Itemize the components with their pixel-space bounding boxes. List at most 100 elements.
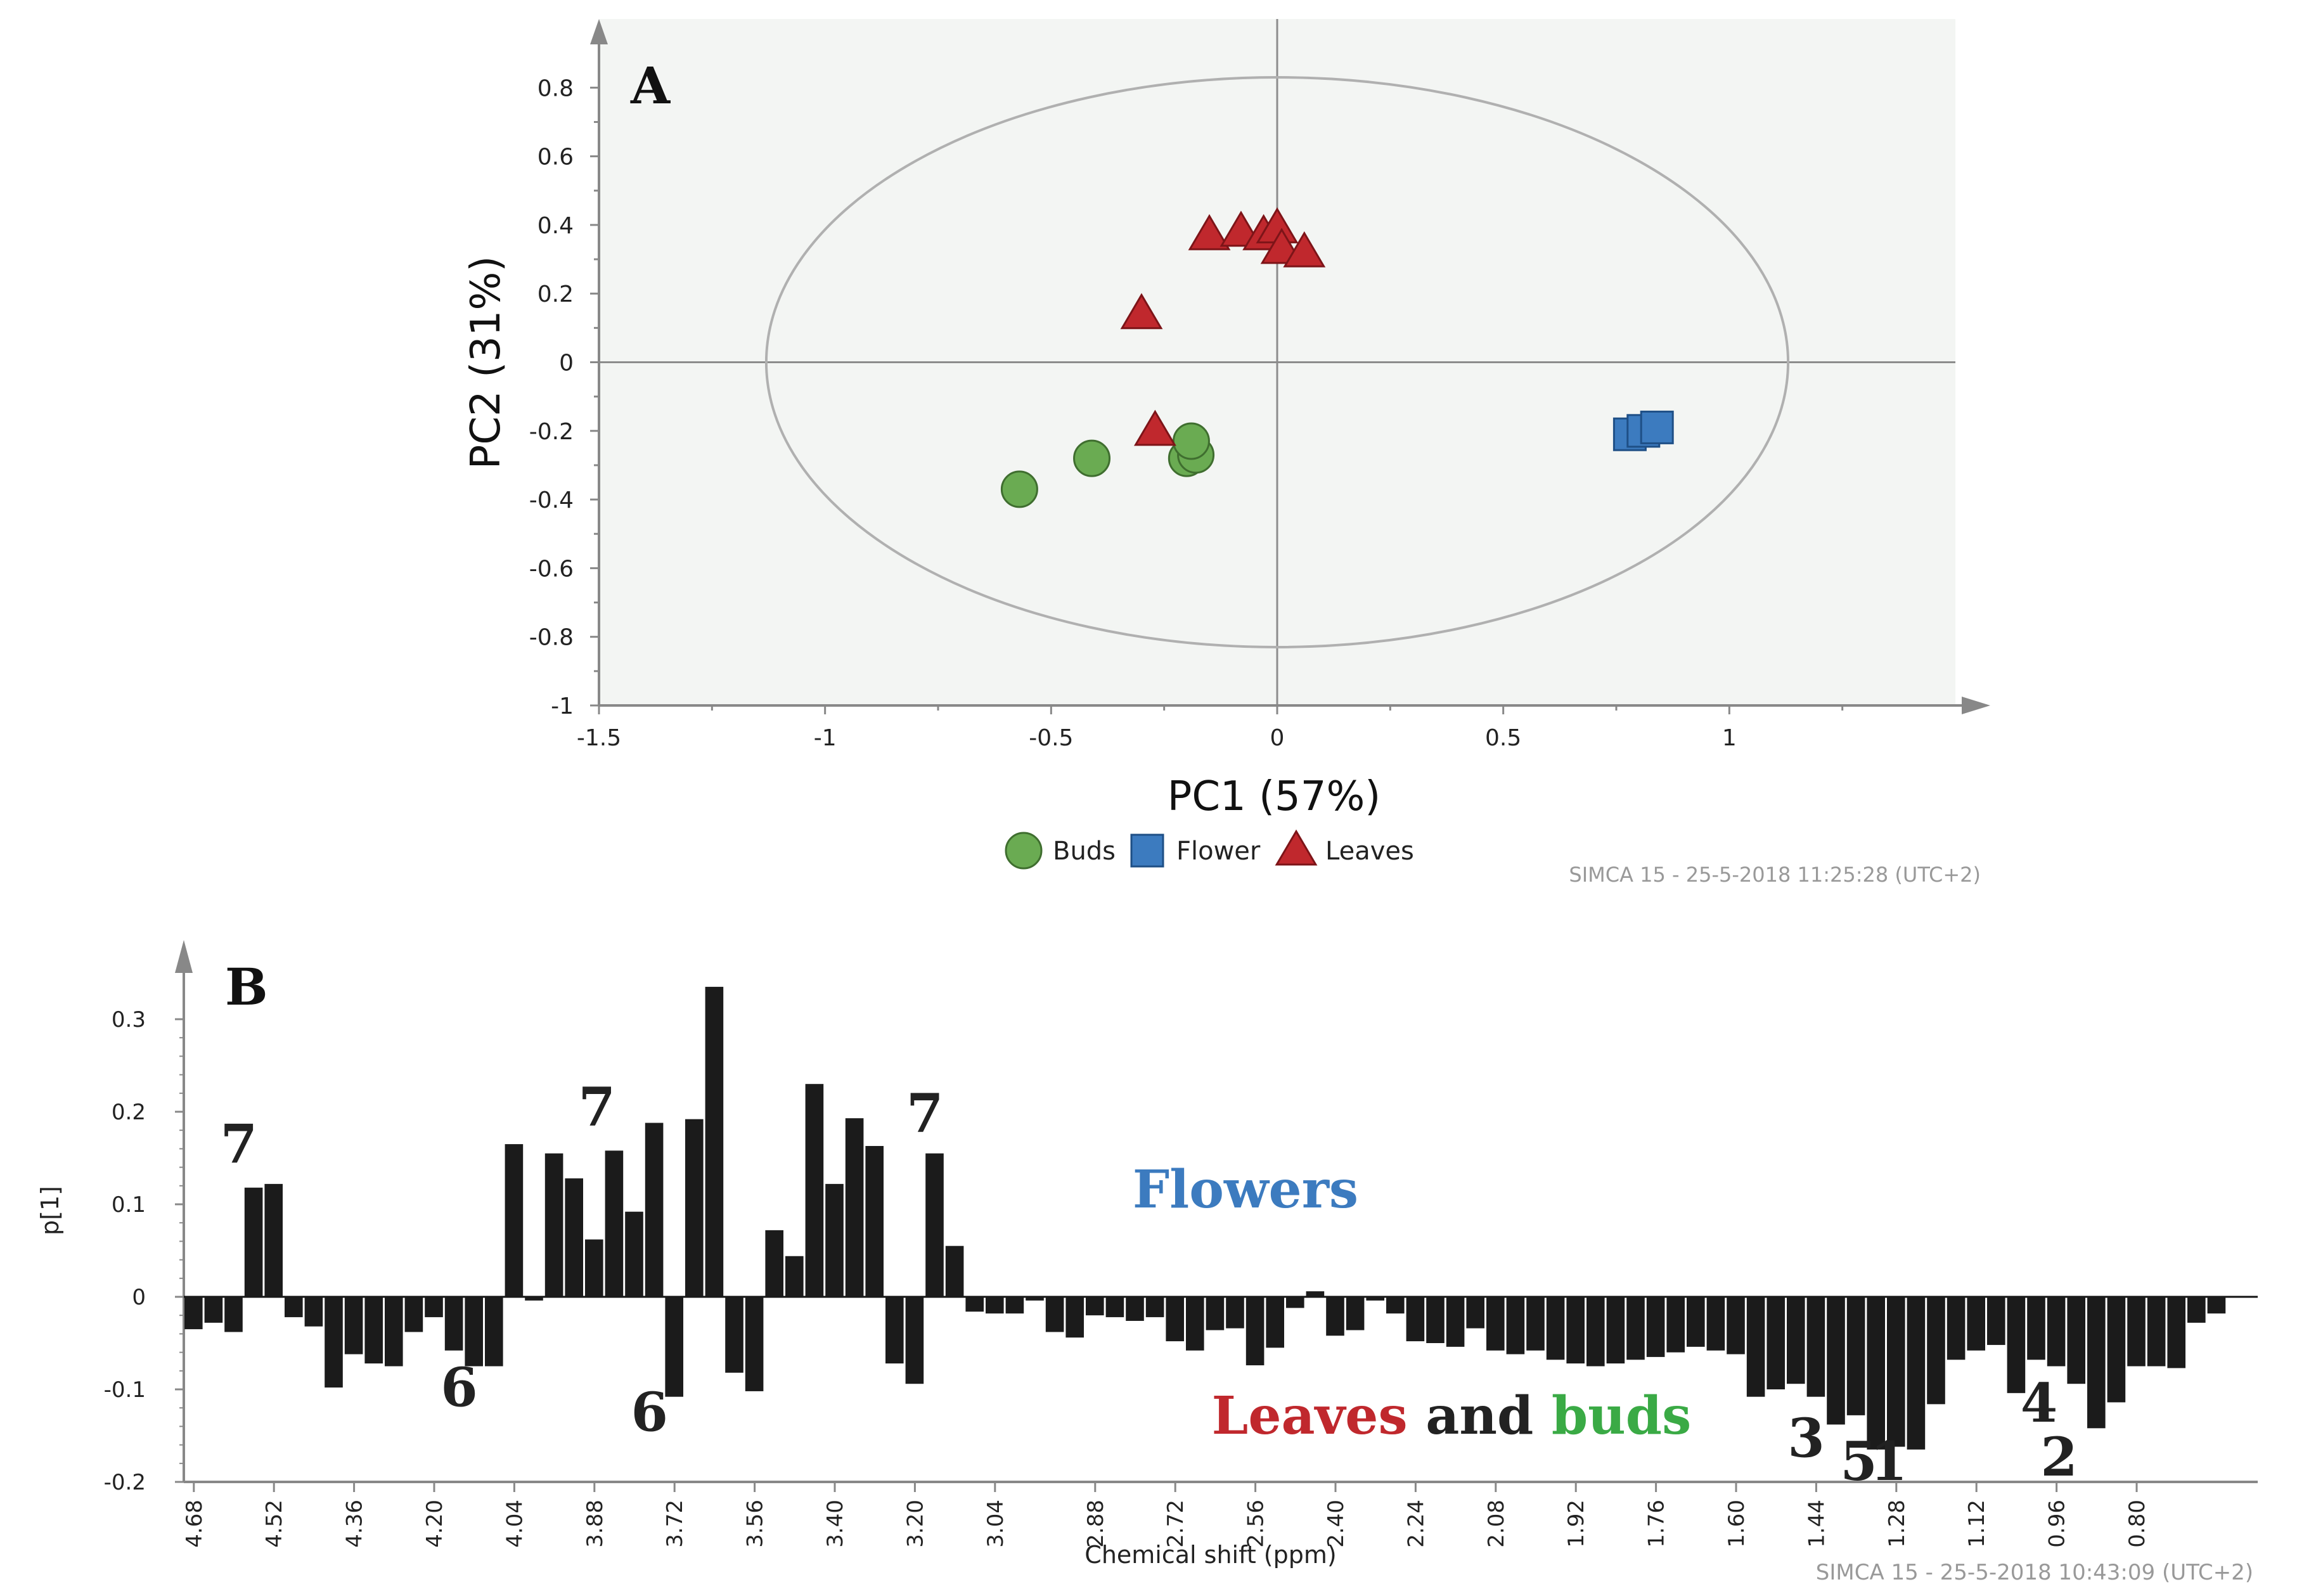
bar — [1646, 1297, 1665, 1357]
bar — [264, 1183, 283, 1297]
bar — [425, 1297, 443, 1318]
bar — [1687, 1297, 1705, 1347]
bar — [1887, 1297, 1905, 1447]
bar — [825, 1183, 844, 1297]
y-tick-label: 0.4 — [537, 213, 574, 239]
leaves-point — [1133, 409, 1176, 446]
leaves-point — [1120, 293, 1163, 330]
x-tick-label: 1.92 — [1564, 1500, 1589, 1548]
bar — [1706, 1297, 1725, 1351]
bar — [505, 1144, 524, 1297]
y-tick-label: 0 — [559, 351, 574, 376]
data-points — [1000, 207, 1674, 508]
legend: Buds Flower Leaves — [1005, 829, 1414, 870]
y-tick-label: 0.2 — [112, 1100, 146, 1125]
bar — [845, 1118, 864, 1297]
x-tick-label: 4.04 — [502, 1500, 527, 1548]
bar — [1506, 1297, 1525, 1355]
axes — [590, 19, 1990, 714]
bar — [1286, 1297, 1304, 1308]
leaves-word: Leaves — [1212, 1386, 1408, 1446]
bar — [1326, 1297, 1344, 1336]
bar — [625, 1211, 643, 1297]
y-tick-label: 0.3 — [112, 1007, 146, 1033]
y-tick-label: 0.1 — [112, 1192, 146, 1218]
peak-annotation-3: 3 — [1787, 1407, 1824, 1470]
bar — [986, 1297, 1004, 1314]
bar — [1126, 1297, 1144, 1321]
y-tick-label: 0 — [132, 1285, 146, 1310]
bar — [1586, 1297, 1605, 1367]
bar — [1947, 1297, 1966, 1360]
bar — [1366, 1297, 1384, 1301]
bar — [1105, 1297, 1124, 1318]
bar — [1145, 1297, 1164, 1318]
x-axis-label: PC1 (57%) — [1168, 773, 1381, 820]
bar — [404, 1297, 423, 1332]
flowers-region-label: Flowers — [1133, 1159, 1358, 1220]
bar — [805, 1084, 824, 1297]
x-tick-label: 2.72 — [1163, 1500, 1188, 1548]
panel-label: A — [630, 56, 671, 115]
bar — [525, 1297, 543, 1301]
bar — [1626, 1297, 1645, 1360]
bar — [1606, 1297, 1625, 1364]
bar — [1846, 1297, 1865, 1415]
x-axis-arrow — [1962, 697, 1990, 714]
y-tick-label: 0.6 — [537, 145, 574, 171]
x-tick-labels: -1.5 -1 -0.5 0 0.5 1 — [577, 725, 1737, 751]
y-axis-label: PC2 (31%) — [463, 256, 510, 470]
bar — [565, 1178, 583, 1297]
peak-annotation-4: 4 — [2021, 1372, 2057, 1434]
bar — [1466, 1297, 1484, 1329]
peak-annotation-7: 7 — [579, 1076, 615, 1138]
bar — [1426, 1297, 1445, 1343]
peak-annotation-5: 5 — [1840, 1430, 1877, 1493]
bar — [2047, 1297, 2066, 1367]
bar — [1446, 1297, 1465, 1347]
bar — [244, 1187, 263, 1297]
x-tick-label: 3.56 — [743, 1500, 768, 1548]
y-tick-labels: -0.2 -0.1 0 0.1 0.2 0.3 — [104, 1007, 146, 1495]
bar — [725, 1297, 743, 1373]
x-tick-label: -1 — [814, 725, 837, 751]
bar — [1065, 1297, 1084, 1338]
bar — [765, 1230, 783, 1297]
bar — [204, 1297, 223, 1323]
y-tick-labels: -1 -0.8 -0.6 -0.4 -0.2 0 0.2 0.4 0.6 0.8 — [529, 75, 574, 719]
bar — [385, 1297, 403, 1367]
panel-a-scatter-plot: -1.5 -1 -0.5 0 0.5 1 -1-0.8-0.6-0.4-0.200.20.… — [463, 19, 1990, 887]
bar — [905, 1297, 924, 1384]
bar — [685, 1119, 704, 1297]
peak-annotation-7: 7 — [906, 1082, 943, 1145]
buds-word: buds — [1552, 1386, 1691, 1446]
legend-buds-label: Buds — [1053, 837, 1116, 866]
bar — [1867, 1297, 1885, 1450]
peak-annotation-6: 6 — [441, 1356, 477, 1419]
x-tick-label: 0.96 — [2045, 1500, 2070, 1548]
x-tick-label: -0.5 — [1029, 725, 1073, 751]
bar — [585, 1239, 603, 1297]
bar — [344, 1297, 363, 1355]
bar — [1206, 1297, 1225, 1330]
bar — [705, 986, 724, 1297]
bar — [1005, 1297, 1024, 1314]
x-tick-label: 1.28 — [1884, 1500, 1910, 1548]
bar — [304, 1297, 323, 1327]
x-tick-label: 1 — [1722, 725, 1737, 751]
bar — [1566, 1297, 1585, 1364]
legend-buds-marker — [1005, 832, 1043, 870]
bar — [945, 1245, 964, 1297]
bar — [1967, 1297, 1985, 1351]
bar — [1546, 1297, 1565, 1360]
x-axis-label: Chemical shift (ppm) — [1084, 1541, 1336, 1569]
x-tick-label: 1.60 — [1724, 1500, 1749, 1548]
panel-label: B — [225, 957, 268, 1017]
bar — [485, 1297, 503, 1367]
x-tick-label: 4.52 — [262, 1500, 287, 1548]
bar — [2147, 1297, 2166, 1367]
peak-annotation-6: 6 — [631, 1381, 667, 1444]
bar — [745, 1297, 764, 1391]
bar — [925, 1153, 944, 1297]
bar — [1666, 1297, 1685, 1353]
